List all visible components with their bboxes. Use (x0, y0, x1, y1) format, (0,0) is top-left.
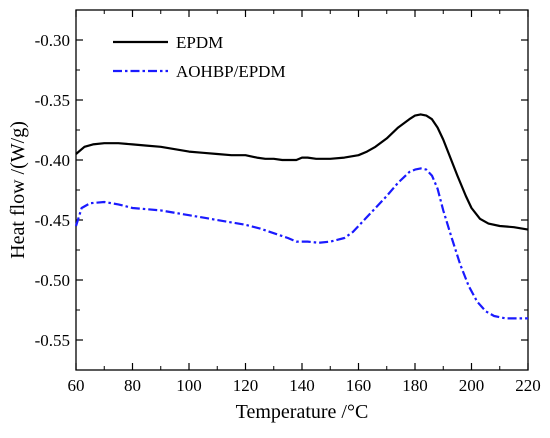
x-tick-label: 120 (233, 376, 259, 395)
series-line-aohbp-epdm (74, 167, 528, 320)
x-tick-label: 160 (346, 376, 372, 395)
y-tick-label: -0.30 (35, 31, 70, 50)
x-tick-label: 200 (459, 376, 485, 395)
legend-label-aohbp-epdm: AOHBP/EPDM (176, 62, 286, 81)
x-tick-label: 100 (176, 376, 202, 395)
y-axis-label: Heat flow /(W/g) (7, 121, 29, 259)
series-layer (74, 113, 529, 320)
x-tick-label: 60 (68, 376, 85, 395)
x-tick-label: 80 (124, 376, 141, 395)
x-tick-label: 220 (515, 376, 541, 395)
y-tick-label: -0.50 (35, 271, 70, 290)
legend-label-epdm: EPDM (176, 33, 223, 52)
legend: EPDM AOHBP/EPDM (113, 33, 286, 81)
y-tick-label: -0.55 (35, 331, 70, 350)
x-tick-label: 180 (402, 376, 428, 395)
ticks-layer: 60 80 100 120 140 160 180 200 220 -0.30 -0.35 -0.40… (35, 10, 541, 395)
plot-frame (75, 9, 529, 371)
series-line-epdm (75, 113, 529, 231)
y-tick-label: -0.35 (35, 91, 70, 110)
x-tick-label: 140 (289, 376, 315, 395)
x-axis-label: Temperature /°C (236, 401, 369, 423)
y-tick-label: -0.40 (35, 151, 70, 170)
y-tick-label: -0.45 (35, 211, 70, 230)
